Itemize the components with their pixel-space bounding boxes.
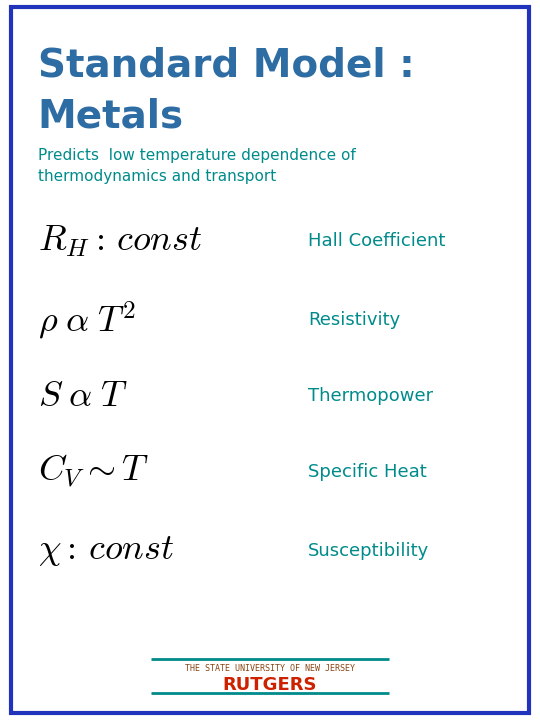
- Text: Standard Model :: Standard Model :: [38, 47, 415, 85]
- Text: Specific Heat: Specific Heat: [308, 463, 427, 481]
- Text: RUTGERS: RUTGERS: [223, 677, 318, 694]
- Text: Hall Coefficient: Hall Coefficient: [308, 232, 445, 250]
- Text: $C_V \sim T$: $C_V \sim T$: [38, 453, 149, 490]
- Text: $\rho \; \alpha \; T^2$: $\rho \; \alpha \; T^2$: [38, 300, 136, 341]
- Text: Predicts  low temperature dependence of
thermodynamics and transport: Predicts low temperature dependence of t…: [38, 148, 355, 184]
- Text: Resistivity: Resistivity: [308, 311, 400, 329]
- Text: $S \; \alpha \; T$: $S \; \alpha \; T$: [38, 379, 128, 413]
- Text: $\chi : \, const$: $\chi : \, const$: [38, 534, 174, 568]
- Text: Thermopower: Thermopower: [308, 387, 433, 405]
- Text: THE STATE UNIVERSITY OF NEW JERSEY: THE STATE UNIVERSITY OF NEW JERSEY: [185, 664, 355, 672]
- Text: Metals: Metals: [38, 97, 184, 135]
- Text: $R_H : \, const$: $R_H : \, const$: [38, 224, 202, 258]
- Text: Susceptibility: Susceptibility: [308, 541, 429, 560]
